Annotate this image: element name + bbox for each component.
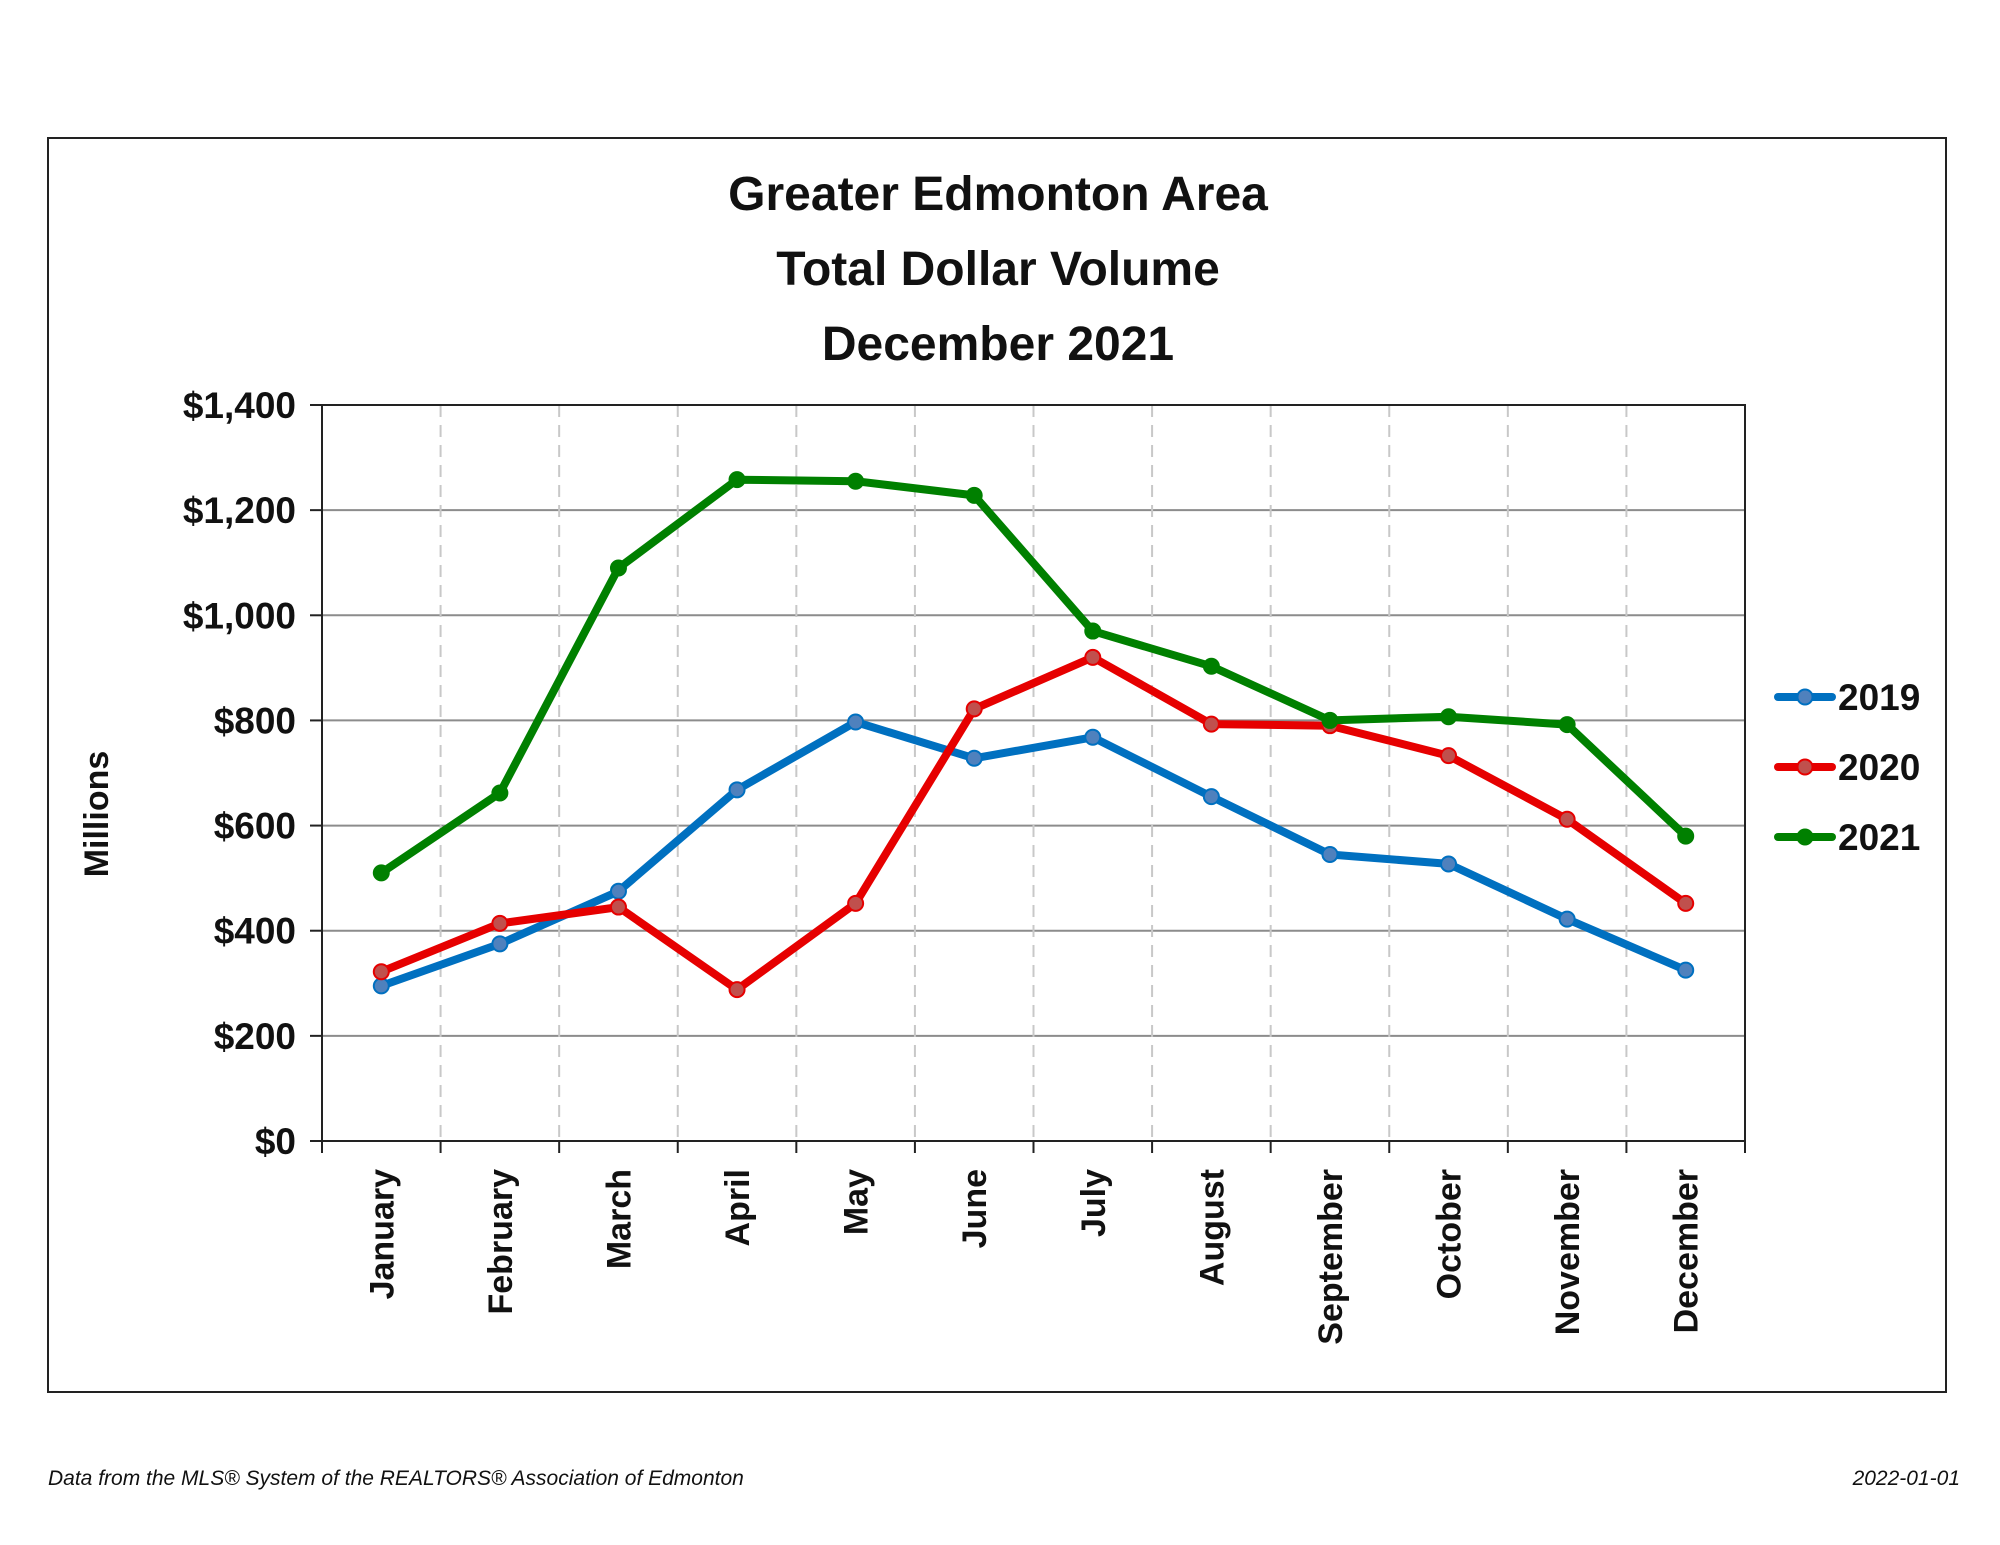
series-lines bbox=[372, 471, 1695, 999]
data-point-2019 bbox=[728, 781, 746, 799]
data-point-2020 bbox=[1084, 648, 1102, 666]
chart-title-line-1: Greater Edmonton Area bbox=[728, 168, 1268, 221]
y-tick-label: $1,000 bbox=[183, 595, 296, 636]
y-tick-label: $800 bbox=[214, 700, 296, 741]
data-point-2020 bbox=[1558, 810, 1576, 828]
legend-label-2021: 2021 bbox=[1838, 817, 1920, 858]
y-tick-label: $400 bbox=[214, 911, 296, 952]
data-point-2021 bbox=[728, 471, 746, 489]
series-2019 bbox=[372, 713, 1695, 995]
data-point-2019 bbox=[491, 935, 509, 953]
data-point-2019 bbox=[965, 749, 983, 767]
grid-lines bbox=[322, 404, 1745, 1141]
data-point-2021 bbox=[609, 559, 627, 577]
data-point-2019 bbox=[1084, 728, 1102, 746]
data-point-2020 bbox=[847, 894, 865, 912]
legend-label-2019: 2019 bbox=[1838, 677, 1920, 718]
data-point-2019 bbox=[372, 977, 390, 995]
x-tick-label: April bbox=[719, 1169, 757, 1246]
y-tick-labels: $0 $200 $400 $600 $800 $1,000 $1,200 $1,400 bbox=[183, 385, 296, 1162]
data-point-2021 bbox=[847, 472, 865, 490]
x-tick-label: February bbox=[482, 1169, 520, 1315]
axes bbox=[310, 404, 1746, 1153]
data-point-2021 bbox=[965, 486, 983, 504]
legend: 2019 2020 2021 bbox=[1774, 677, 1920, 858]
x-tick-label: June bbox=[956, 1169, 994, 1248]
data-point-2019 bbox=[847, 713, 865, 731]
data-point-2020 bbox=[609, 898, 627, 916]
y-tick-label: $0 bbox=[255, 1121, 296, 1162]
data-point-2020 bbox=[1677, 894, 1695, 912]
footer-date: 2022-01-01 bbox=[1852, 1467, 1960, 1490]
y-tick-label: $1,200 bbox=[183, 490, 296, 531]
chart-frame bbox=[47, 137, 1947, 1393]
data-point-2020 bbox=[965, 700, 983, 718]
legend-label-2020: 2020 bbox=[1838, 747, 1920, 788]
chart-title-line-2: Total Dollar Volume bbox=[776, 243, 1220, 296]
x-tick-label: November bbox=[1549, 1169, 1587, 1335]
y-tick-label: $600 bbox=[214, 806, 296, 847]
data-point-2021 bbox=[1677, 827, 1695, 845]
legend-marker-2020 bbox=[1796, 758, 1814, 776]
x-tick-label: December bbox=[1668, 1169, 1706, 1333]
chart-title: Greater Edmonton Area Total Dollar Volum… bbox=[728, 168, 1268, 371]
legend-marker-2021 bbox=[1796, 828, 1814, 846]
y-tick-label: $1,400 bbox=[183, 385, 296, 426]
data-point-2019 bbox=[609, 882, 627, 900]
data-point-2020 bbox=[1202, 715, 1220, 733]
data-point-2019 bbox=[1558, 910, 1576, 928]
data-point-2021 bbox=[491, 784, 509, 802]
series-line-2019 bbox=[377, 718, 1690, 990]
data-point-2020 bbox=[491, 914, 509, 932]
data-point-2020 bbox=[1440, 747, 1458, 765]
series-line-2021 bbox=[377, 475, 1690, 877]
x-tick-label: August bbox=[1193, 1169, 1231, 1286]
x-tick-label: October bbox=[1431, 1169, 1469, 1299]
data-point-2021 bbox=[1440, 708, 1458, 726]
data-point-2020 bbox=[728, 981, 746, 999]
data-point-2019 bbox=[1202, 788, 1220, 806]
x-tick-label: September bbox=[1312, 1169, 1350, 1345]
data-point-2020 bbox=[372, 963, 390, 981]
data-point-2021 bbox=[1084, 622, 1102, 640]
data-point-2021 bbox=[1558, 716, 1576, 734]
legend-marker-2019 bbox=[1796, 688, 1814, 706]
x-tick-label: March bbox=[600, 1169, 638, 1269]
data-point-2021 bbox=[1321, 711, 1339, 729]
footer-source-note: Data from the MLS® System of the REALTOR… bbox=[48, 1467, 744, 1490]
series-line-2020 bbox=[377, 653, 1690, 994]
data-point-2021 bbox=[1202, 657, 1220, 675]
data-point-2019 bbox=[1677, 961, 1695, 979]
x-tick-label: July bbox=[1075, 1169, 1113, 1237]
y-tick-label: $200 bbox=[214, 1016, 296, 1057]
data-point-2021 bbox=[372, 864, 390, 882]
data-point-2019 bbox=[1440, 855, 1458, 873]
y-axis-title: Millions bbox=[78, 751, 116, 878]
x-tick-label: January bbox=[363, 1169, 401, 1299]
x-tick-labels: January February March April May June July Augu… bbox=[363, 1169, 1705, 1345]
x-tick-label: May bbox=[838, 1169, 876, 1235]
chart-title-line-3: December 2021 bbox=[822, 318, 1174, 371]
series-2021 bbox=[372, 471, 1695, 882]
data-point-2019 bbox=[1321, 845, 1339, 863]
